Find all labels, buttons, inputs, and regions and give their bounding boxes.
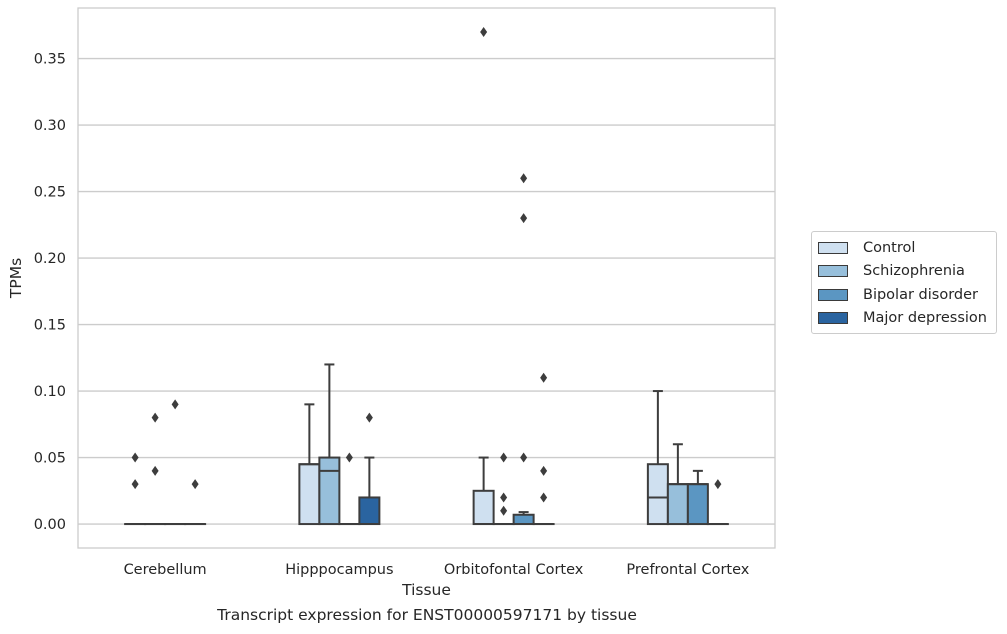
legend-swatch xyxy=(818,312,848,325)
x-tick-label: Hipppocampus xyxy=(285,562,393,578)
y-tick-label: 0.20 xyxy=(34,251,66,267)
x-tick-label: Orbitofontal Cortex xyxy=(444,562,584,578)
box-group xyxy=(646,390,729,526)
y-tick-label: 0.00 xyxy=(34,517,66,533)
outlier-point xyxy=(131,479,139,490)
y-tick-label: 0.30 xyxy=(34,118,66,134)
outlier-point xyxy=(714,479,722,490)
y-tick-label: 0.10 xyxy=(34,384,66,400)
outlier-point xyxy=(500,505,508,516)
outlier-point xyxy=(500,492,508,503)
box xyxy=(666,483,689,526)
outlier-point xyxy=(131,452,139,463)
box xyxy=(318,456,341,526)
legend-item-schizophrenia: Schizophrenia xyxy=(812,260,996,284)
outlier-point xyxy=(540,372,548,383)
legend-item-major-depression: Major depression xyxy=(812,307,996,331)
outlier-point xyxy=(480,26,488,37)
y-axis-label: TPMs xyxy=(7,258,25,299)
x-tick-label: Prefrontal Cortex xyxy=(626,562,749,578)
outlier-point xyxy=(500,452,508,463)
x-tick-label: Cerebellum xyxy=(124,562,207,578)
box xyxy=(646,463,669,526)
box xyxy=(686,483,709,526)
legend-label: Bipolar disorder xyxy=(863,286,978,303)
legend-swatch xyxy=(818,241,848,254)
outlier-point xyxy=(171,399,179,410)
outlier-point xyxy=(540,492,548,503)
legend: Control Schizophrenia Bipolar disorder M… xyxy=(811,231,997,334)
grid-lines xyxy=(78,57,775,525)
x-axis-label: Tissue xyxy=(401,581,451,599)
box-group xyxy=(124,399,207,526)
legend-swatch xyxy=(818,265,848,278)
outlier-point xyxy=(520,452,528,463)
legend-label: Schizophrenia xyxy=(863,263,965,280)
y-tick-label: 0.25 xyxy=(34,185,66,201)
outlier-point xyxy=(365,412,373,423)
y-tick-label: 0.15 xyxy=(34,318,66,334)
figure-caption: Transcript expression for ENST0000059717… xyxy=(217,606,637,624)
outlier-point xyxy=(151,412,159,423)
x-axis-ticks: Cerebellum Hipppocampus Orbitofontal Corte… xyxy=(124,562,750,578)
legend-swatch xyxy=(818,288,848,301)
outlier-point xyxy=(345,452,353,463)
legend-item-bipolar-disorder: Bipolar disorder xyxy=(812,283,996,307)
y-tick-label: 0.35 xyxy=(34,52,66,68)
box xyxy=(512,513,535,526)
box-group xyxy=(472,26,555,526)
outlier-point xyxy=(520,173,528,184)
legend-label: Control xyxy=(863,239,916,256)
box xyxy=(358,496,381,526)
legend-label: Major depression xyxy=(863,310,987,327)
legend-item-control: Control xyxy=(812,236,996,260)
box xyxy=(472,489,495,526)
box-group xyxy=(298,363,381,526)
y-tick-label: 0.05 xyxy=(34,451,66,467)
plot-area-frame xyxy=(77,7,776,549)
box-groups xyxy=(124,26,729,526)
box xyxy=(298,463,321,526)
outlier-point xyxy=(151,465,159,476)
outlier-point xyxy=(191,479,199,490)
outlier-point xyxy=(520,213,528,224)
y-axis-ticks: 0.00 0.05 0.10 0.15 0.20 0.25 0.30 0.35 xyxy=(34,52,66,534)
outlier-point xyxy=(540,465,548,476)
